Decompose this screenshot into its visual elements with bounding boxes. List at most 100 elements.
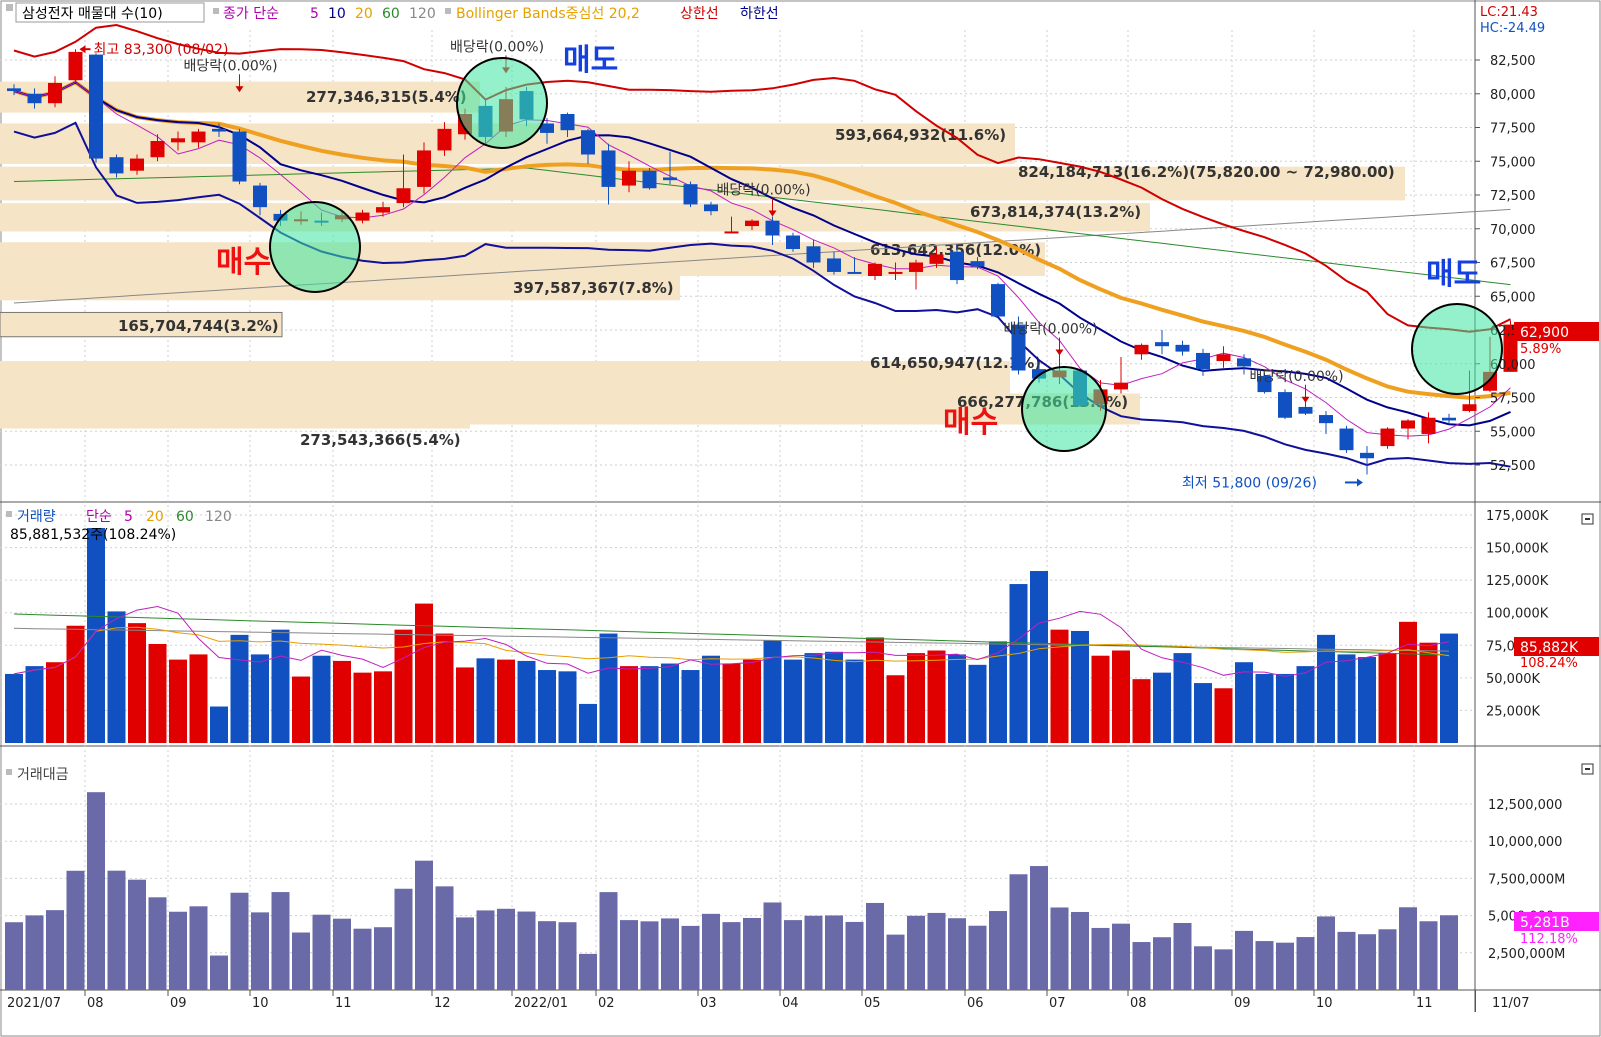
candle-body: [1114, 382, 1128, 390]
bollinger-lower-line: [13, 121, 1511, 468]
amount-bar: [415, 860, 433, 990]
volume-bar: [333, 660, 351, 743]
candle-body: [786, 235, 800, 249]
candle-body: [1298, 406, 1313, 414]
volume-ma20-line: [13, 626, 1450, 675]
x-tick-label: 02: [598, 996, 615, 1011]
volume-bar: [46, 662, 64, 743]
amount-bar: [1132, 942, 1151, 990]
price-tick-label: 60,000: [1490, 358, 1536, 373]
candle-body: [642, 170, 657, 189]
axis-corner: [1475, 990, 1476, 1012]
x-tick-label: 03: [700, 996, 717, 1011]
annotations: 최고 83,300 (08/02) 최저 51,800 (09/26) 배당락(0.…: [79, 39, 1363, 491]
amount-legend-icon[interactable]: [6, 769, 12, 775]
amount-bar: [251, 912, 269, 990]
x-tick-label: 09: [1234, 996, 1251, 1011]
volume-profile-bars: 165,704,744(3.2%) 273,543,366(5.4%) 614,65…: [0, 81, 1405, 449]
candle-body: [1360, 452, 1374, 459]
candle-body: [1401, 420, 1415, 429]
x-tick-label: 11: [335, 996, 352, 1011]
volume-bar: [1030, 571, 1048, 743]
amount-bar: [866, 902, 884, 990]
amount-bar: [538, 921, 556, 990]
candle-body: [89, 54, 103, 159]
amount-bar: [1235, 930, 1253, 990]
candle-body: [765, 220, 780, 236]
volume-bar: [128, 623, 146, 743]
candle-body: [212, 128, 226, 132]
amount-bar: [722, 922, 741, 990]
volume-bar: [661, 663, 679, 743]
volume-tick-label: 25,000K: [1486, 704, 1540, 719]
volume-profile-label: 273,543,366(5.4%): [300, 431, 461, 449]
candle-body: [150, 141, 165, 158]
amount-bar: [968, 925, 987, 990]
dividend-label: 배당락(0.00%): [1004, 322, 1098, 338]
x-tick-label: 08: [87, 996, 104, 1011]
dividend-label: 배당락(0.00%): [184, 58, 278, 74]
volume-profile-bar: [0, 361, 1010, 394]
price-last-change: 5.89%: [1520, 342, 1561, 357]
volume-pane-close-icon[interactable]: [1581, 513, 1594, 525]
candle-body: [1196, 352, 1210, 370]
sell-label: 매도: [1426, 257, 1481, 292]
amount-bar: [1296, 937, 1315, 990]
volume-legend-icon[interactable]: [6, 511, 12, 517]
candle-body: [1175, 344, 1190, 352]
volume-bar: [210, 706, 228, 743]
amount-bar: [763, 902, 782, 990]
amount-bar: [435, 886, 454, 990]
volume-ma60-line: [13, 613, 1450, 656]
x-tick-label: 06: [967, 996, 984, 1011]
amount-bar: [5, 922, 23, 990]
candle-body: [417, 150, 431, 187]
volume-bar: [1378, 653, 1397, 743]
x-tick-label: 08: [1130, 996, 1147, 1011]
amount-bar: [456, 917, 474, 990]
legend-ma20: 20: [355, 6, 373, 22]
x-tick-label: 10: [252, 996, 269, 1011]
amount-bar: [353, 928, 372, 990]
amount-bar: [333, 918, 351, 990]
price-legend: 삼성전자 매물대 수(10) 종가 단순 5 10 20 60 120 Boll…: [6, 2, 1545, 36]
volume-bar: [825, 651, 843, 743]
volume-bar: [538, 670, 556, 743]
volume-bar: [1214, 688, 1233, 743]
volume-bar: [169, 659, 187, 743]
x-tick-label: 11/07: [1492, 996, 1529, 1011]
volume-bar: [312, 655, 331, 743]
candle-body: [1319, 415, 1333, 424]
volume-profile-label: 673,814,374(13.2%): [970, 203, 1141, 221]
legend-bb-icon: [445, 8, 451, 14]
amount-last-value: 5,281B: [1520, 915, 1570, 931]
amount-bar: [517, 911, 536, 990]
amount-last-tag: 5,281B 112.18%: [1514, 912, 1599, 947]
volume-bar: [251, 654, 269, 743]
legend-upper: 상한선: [680, 6, 719, 22]
dividend-label: 배당락(0.00%): [450, 39, 544, 55]
amount-bar: [128, 879, 146, 990]
volume-bar: [968, 664, 987, 743]
amount-pane-close-icon[interactable]: [1581, 763, 1594, 775]
amount-bar: [681, 925, 700, 990]
volume-bar: [1440, 633, 1458, 743]
amount-bar: [1194, 946, 1212, 990]
amount-bar: [886, 934, 905, 990]
volume-last: 85,881,532주(108.24%): [10, 527, 176, 543]
amount-bar: [640, 921, 659, 990]
volume-bar: [230, 634, 249, 743]
amount-tick-label: 12,500,000: [1488, 798, 1562, 813]
amount-bar: [558, 922, 577, 990]
volume-tick-label: 50,000K: [1486, 672, 1540, 687]
legend-title-box[interactable]: [15, 2, 205, 23]
legend-box-icon[interactable]: [6, 4, 13, 11]
volume-tick-label: 125,000K: [1486, 574, 1549, 589]
legend-ma-icon: [213, 8, 219, 14]
amount-bar: [374, 927, 392, 990]
amount-bar: [907, 915, 925, 990]
amount-bar: [1153, 937, 1171, 990]
amount-bar: [312, 914, 331, 990]
